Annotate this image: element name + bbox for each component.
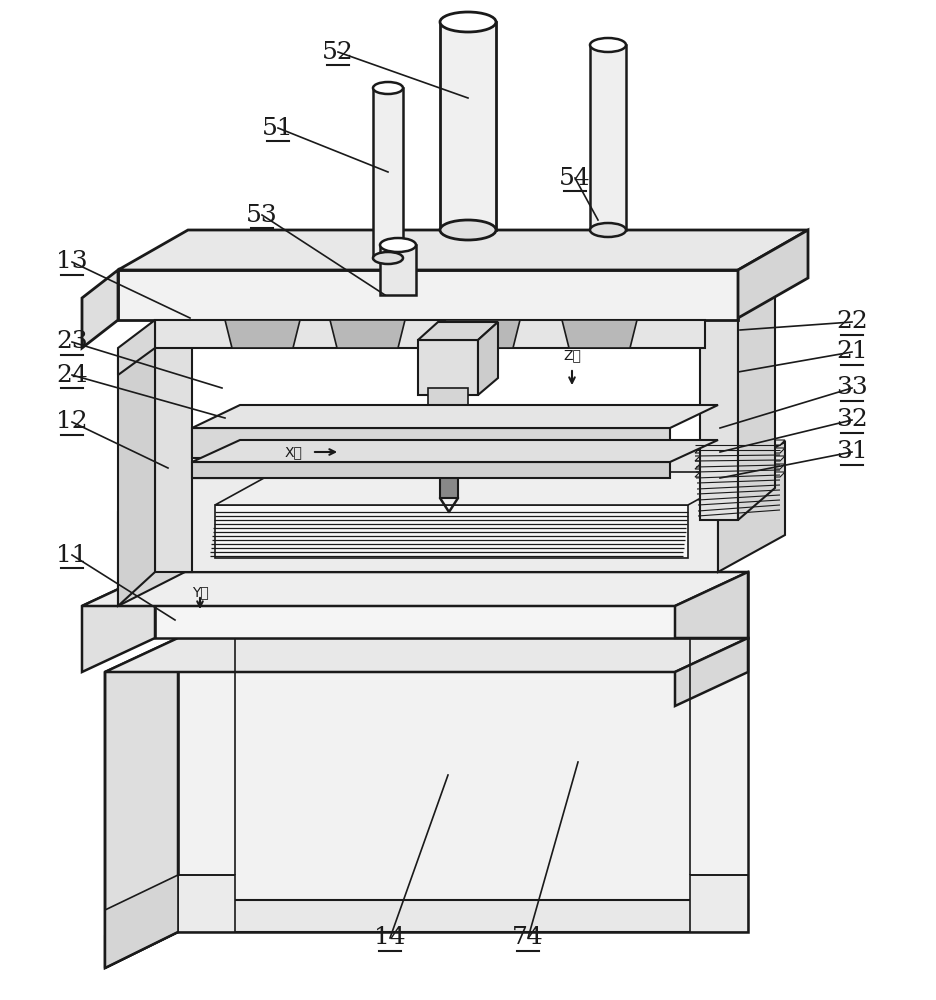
- Polygon shape: [445, 320, 519, 348]
- Ellipse shape: [380, 238, 416, 252]
- Polygon shape: [214, 472, 747, 505]
- Text: 31: 31: [835, 440, 867, 464]
- Polygon shape: [154, 320, 192, 572]
- Text: 11: 11: [56, 544, 88, 566]
- Polygon shape: [178, 900, 747, 932]
- Ellipse shape: [440, 220, 495, 240]
- Polygon shape: [428, 388, 467, 405]
- Ellipse shape: [373, 82, 402, 94]
- Polygon shape: [192, 462, 669, 478]
- Ellipse shape: [373, 252, 402, 264]
- Polygon shape: [214, 505, 687, 558]
- Polygon shape: [674, 638, 747, 706]
- Ellipse shape: [590, 223, 625, 237]
- Polygon shape: [118, 478, 184, 606]
- Text: 12: 12: [56, 410, 88, 434]
- Polygon shape: [118, 320, 154, 375]
- Text: 14: 14: [373, 926, 405, 949]
- Polygon shape: [105, 900, 178, 968]
- Polygon shape: [154, 320, 704, 348]
- Text: 21: 21: [835, 340, 867, 363]
- Polygon shape: [695, 464, 784, 469]
- Text: 74: 74: [512, 926, 543, 949]
- Text: X向: X向: [284, 445, 301, 459]
- Polygon shape: [717, 442, 784, 572]
- Text: 51: 51: [262, 117, 294, 140]
- Polygon shape: [225, 320, 300, 348]
- Text: 52: 52: [322, 41, 354, 64]
- Text: 22: 22: [835, 310, 867, 334]
- Text: Y向: Y向: [192, 585, 208, 599]
- Text: 53: 53: [246, 204, 278, 227]
- Polygon shape: [477, 322, 497, 395]
- Polygon shape: [105, 875, 178, 968]
- Text: 23: 23: [56, 330, 88, 354]
- Polygon shape: [380, 245, 416, 295]
- Polygon shape: [695, 456, 784, 461]
- Polygon shape: [417, 322, 497, 340]
- Polygon shape: [738, 230, 807, 318]
- Polygon shape: [178, 875, 235, 932]
- Polygon shape: [184, 478, 717, 572]
- Ellipse shape: [440, 12, 495, 32]
- Polygon shape: [695, 448, 784, 453]
- Text: 33: 33: [835, 376, 867, 399]
- Text: Z向: Z向: [563, 348, 580, 362]
- Polygon shape: [440, 22, 495, 230]
- Polygon shape: [82, 572, 154, 672]
- Polygon shape: [118, 230, 807, 270]
- Polygon shape: [373, 88, 402, 258]
- Polygon shape: [178, 638, 747, 932]
- Polygon shape: [184, 442, 784, 478]
- Polygon shape: [738, 245, 774, 520]
- Polygon shape: [329, 320, 404, 348]
- Polygon shape: [192, 405, 717, 428]
- Polygon shape: [82, 572, 747, 606]
- Polygon shape: [699, 278, 738, 520]
- Polygon shape: [695, 472, 784, 477]
- Polygon shape: [118, 320, 154, 606]
- Polygon shape: [154, 572, 747, 638]
- Polygon shape: [590, 45, 625, 230]
- Polygon shape: [417, 340, 477, 395]
- Ellipse shape: [590, 38, 625, 52]
- Polygon shape: [689, 875, 747, 932]
- Polygon shape: [440, 395, 458, 498]
- Polygon shape: [82, 270, 118, 348]
- Polygon shape: [105, 638, 747, 672]
- Polygon shape: [562, 320, 636, 348]
- Text: 13: 13: [56, 250, 88, 273]
- Polygon shape: [674, 572, 747, 638]
- Polygon shape: [192, 428, 669, 458]
- Text: 32: 32: [835, 408, 867, 432]
- Text: 54: 54: [559, 167, 591, 190]
- Polygon shape: [192, 440, 717, 462]
- Polygon shape: [695, 440, 784, 445]
- Polygon shape: [118, 270, 738, 320]
- Polygon shape: [105, 638, 178, 968]
- Text: 24: 24: [56, 363, 88, 386]
